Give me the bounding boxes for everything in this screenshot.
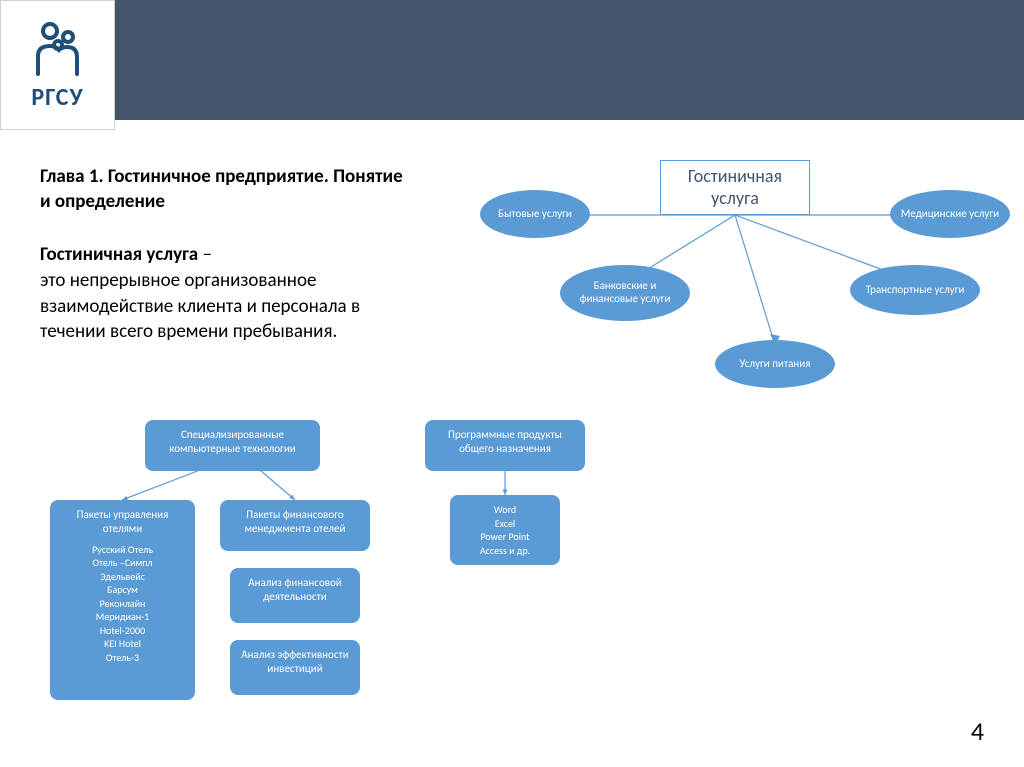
node-food-services: Услуги питания (715, 340, 835, 388)
family-icon (28, 19, 88, 79)
node-c1: Пакеты управления отелямиРусский ОтельОт… (50, 500, 195, 700)
definition-text: это непрерывное организованное взаимодей… (40, 269, 360, 343)
node-banking-services: Банковские и финансовые услуги (560, 265, 690, 321)
diagram-technologies: Специализированные компьютерные технолог… (50, 420, 670, 740)
term: Гостиничная услуга (40, 243, 198, 266)
logo-text: РГСУ (31, 83, 83, 112)
page-number: 4 (971, 715, 984, 747)
definition: Гостиничная услуга – это непрерывное орг… (40, 242, 410, 345)
node-root2: Программные продукты общего назначения (425, 420, 585, 471)
chapter-title: Глава 1. Гостиничное предприятие. Поняти… (40, 165, 410, 214)
node-transport-services: Транспортные услуги (850, 265, 980, 315)
node-c5: WordExcelPower PointAccess и др. (450, 495, 560, 565)
dash: – (198, 243, 212, 266)
node-c3: Анализ финансовой деятельности (230, 568, 360, 623)
node-root1: Специализированные компьютерные технолог… (145, 420, 320, 471)
center-node: Гостиничная услуга (660, 160, 810, 215)
node-c4: Анализ эффективности инвестиций (230, 640, 360, 695)
node-medical-services: Медицинские услуги (890, 190, 1010, 238)
diagram-hotel-service: Гостиничная услуга Бытовые услуги Банков… (460, 160, 1020, 400)
header-bar (0, 0, 1024, 120)
node-c2: Пакеты финансового менеджмента отелей (220, 500, 370, 551)
text-content: Глава 1. Гостиничное предприятие. Поняти… (40, 165, 410, 345)
node-household-services: Бытовые услуги (480, 190, 590, 238)
logo: РГСУ (0, 0, 115, 130)
